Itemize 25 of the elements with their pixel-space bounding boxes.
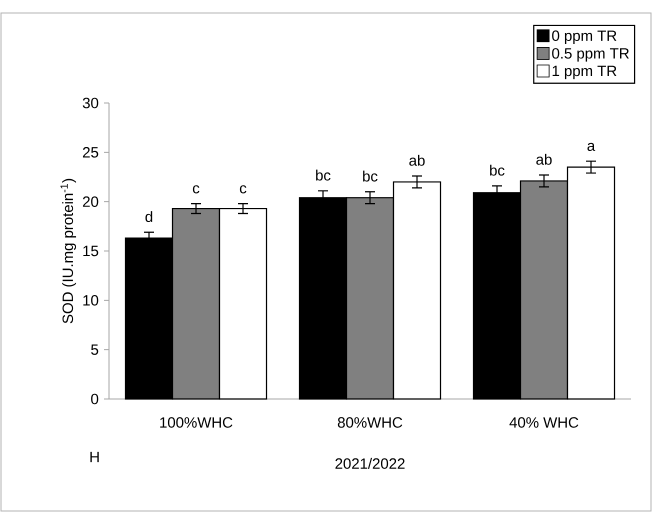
data-label: bc <box>316 170 331 181</box>
data-label: ab <box>409 154 425 166</box>
y-tick-label: 5 <box>91 344 98 355</box>
data-label: bc <box>363 170 378 182</box>
y-tick-label: 10 <box>83 295 98 306</box>
y-axis-title: SOD (IU.mg protein$^{-1}$) <box>60 178 76 324</box>
x-tick-label: 40% WHC <box>509 417 578 428</box>
x-tick-label: 100%WHC <box>160 417 232 428</box>
y-tick-label: 30 <box>82 98 98 108</box>
legend-label: 0 ppm TR <box>552 30 616 44</box>
legend-label: 1 ppm TR <box>552 66 616 80</box>
y-tick-label: 25 <box>82 147 98 158</box>
y-tick-label: 0 <box>91 394 98 404</box>
data-label: d <box>145 211 152 222</box>
data-label: c <box>240 185 246 194</box>
data-label: ab <box>536 154 552 165</box>
data-label: c <box>192 185 200 194</box>
y-tick-label: 20 <box>82 196 98 207</box>
data-label: a <box>587 142 596 151</box>
text: H <box>90 452 99 462</box>
x-tick-label: 80%WHC <box>338 417 402 428</box>
y-tick-label: 15 <box>83 246 98 256</box>
data-label: bc <box>490 164 505 176</box>
x-axis-title: 2021/2022 <box>335 458 405 469</box>
legend-label: 0.5 ppm TR <box>552 48 629 62</box>
